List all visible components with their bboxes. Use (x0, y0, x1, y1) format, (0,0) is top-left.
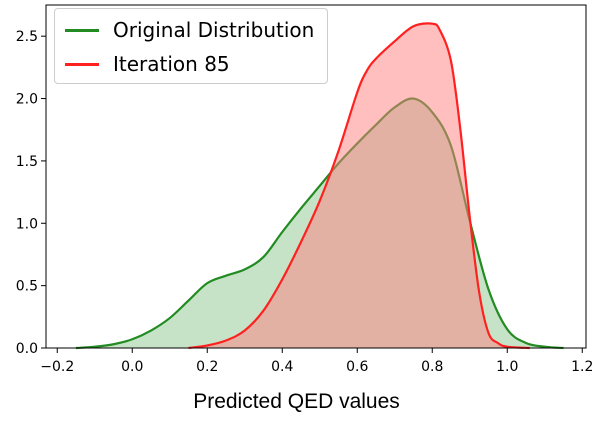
x-tick-label: 0.8 (421, 359, 443, 375)
area-fill-iteration (188, 23, 530, 349)
x-tick-label: 0.4 (271, 359, 293, 375)
density-line-original (75, 97, 564, 350)
y-tick-label: 2.5 (16, 29, 38, 45)
legend-line-original (65, 28, 99, 32)
legend: Original Distribution Iteration 85 (54, 8, 328, 84)
x-tick-label: 1.2 (571, 359, 593, 375)
plot-frame (45, 4, 587, 349)
x-tick-label: 0.2 (196, 359, 218, 375)
x-tick-label: 0.0 (121, 359, 143, 375)
x-tick-label: 1.0 (496, 359, 518, 375)
legend-item-original: Original Distribution (65, 18, 314, 42)
legend-label-iteration: Iteration 85 (113, 52, 230, 76)
legend-item-iteration: Iteration 85 (65, 52, 230, 76)
legend-label-original: Original Distribution (113, 18, 315, 42)
x-tick-label: −0.2 (40, 359, 74, 375)
y-tick-label: 1.0 (16, 216, 38, 232)
y-tick-label: 1.5 (16, 154, 38, 170)
y-tick-label: 0.0 (16, 341, 38, 357)
y-tick-label: 0.5 (16, 279, 38, 295)
x-tick-label: 0.6 (346, 359, 368, 375)
x-axis-label: Predicted QED values (193, 390, 400, 413)
legend-line-iteration (65, 62, 99, 66)
y-tick-label: 2.0 (16, 92, 38, 108)
density-line-iteration (188, 22, 530, 350)
